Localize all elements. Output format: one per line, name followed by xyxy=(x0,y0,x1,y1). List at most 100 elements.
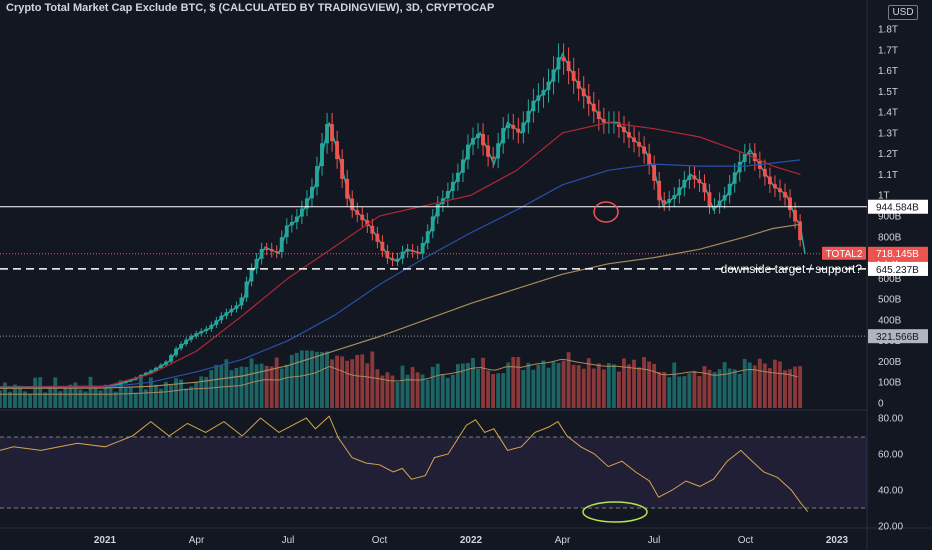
candle-body xyxy=(561,57,566,62)
volume-bar xyxy=(471,357,475,408)
price-tick-label: 1.2T xyxy=(878,149,898,160)
currency-button[interactable]: USD xyxy=(888,5,918,20)
volume-bar xyxy=(113,391,118,408)
rsi-tick-label: 60.00 xyxy=(878,450,903,461)
candle-body xyxy=(304,198,309,209)
volume-bar xyxy=(143,389,148,408)
volume-bar xyxy=(239,366,244,408)
volume-bar xyxy=(702,366,707,408)
volume-bar xyxy=(3,382,7,408)
time-axis[interactable]: Oct2021AprJulOct2022AprJulOct2023 xyxy=(0,535,849,546)
volume-ma-line xyxy=(0,358,798,395)
volume-bar xyxy=(737,373,742,408)
volume-bar xyxy=(516,357,521,408)
price-tick-label: 100B xyxy=(878,378,902,389)
volume-bar xyxy=(445,377,450,408)
candle-body xyxy=(385,250,390,259)
volume-bar xyxy=(209,370,214,408)
volume-bar xyxy=(652,363,657,408)
volume-bar xyxy=(511,356,516,408)
candle-body xyxy=(204,328,209,332)
volume-bar xyxy=(133,392,138,408)
candle-body xyxy=(526,111,531,123)
volume-bar xyxy=(88,376,93,408)
volume-bar xyxy=(596,363,601,408)
volume-bar xyxy=(788,369,792,408)
price-label-bg xyxy=(868,199,928,214)
candle-body xyxy=(239,297,244,306)
time-tick-label: 2022 xyxy=(460,535,483,546)
time-tick-label: Apr xyxy=(555,535,571,546)
candle-body xyxy=(279,237,284,253)
volume-bar xyxy=(667,377,672,408)
volume-bar xyxy=(38,377,43,408)
volume-bar xyxy=(284,364,289,408)
candle-body xyxy=(234,305,239,309)
candle-body xyxy=(335,141,339,160)
volume-bar xyxy=(415,372,420,408)
moving-averages xyxy=(0,121,801,389)
volume-bar xyxy=(521,369,526,408)
candle-body xyxy=(677,187,682,196)
volume-bar xyxy=(194,382,199,408)
volume-bar xyxy=(390,375,395,408)
candle-body xyxy=(164,361,168,365)
volume-bar xyxy=(325,351,329,408)
candle-body xyxy=(717,200,722,206)
volume-bar xyxy=(174,378,178,408)
candle-body xyxy=(264,248,269,250)
volume-bar xyxy=(249,358,254,408)
volume-bar xyxy=(561,360,566,408)
volume-bar xyxy=(546,367,551,408)
volume-bar xyxy=(259,363,264,408)
price-label: 645.237B xyxy=(876,265,919,276)
candle-body xyxy=(798,221,802,241)
candle-body xyxy=(325,124,329,144)
volume-bar xyxy=(727,368,732,408)
candle-body xyxy=(627,132,631,138)
volume-bar xyxy=(53,377,58,408)
volume-bar xyxy=(425,379,430,408)
volume-bar xyxy=(712,372,717,408)
price-highlight-circle xyxy=(593,201,619,223)
candle-body xyxy=(415,251,420,254)
rsi-axis[interactable]: 80.00 60.00 40.00 20.00 xyxy=(878,414,903,533)
price-label-bg xyxy=(868,329,928,344)
volume-bar xyxy=(98,390,103,408)
volume-bar xyxy=(244,366,249,408)
candle-body xyxy=(702,183,707,193)
candle-body xyxy=(425,231,430,244)
candle-body xyxy=(541,90,546,96)
volume-bar xyxy=(370,351,375,408)
rsi-line xyxy=(0,415,809,512)
volume-bar xyxy=(647,361,652,408)
volume-bar xyxy=(254,364,259,408)
candle-body xyxy=(747,153,752,155)
candle-body xyxy=(788,197,792,211)
candle-body xyxy=(793,210,797,222)
candle-body xyxy=(159,364,163,368)
candle-body xyxy=(727,183,732,196)
candle-body xyxy=(571,71,576,81)
candle-body xyxy=(616,122,621,127)
volume-bar xyxy=(682,376,687,408)
volume-bar xyxy=(632,359,636,408)
candle-body xyxy=(380,241,385,251)
horizontal-levels xyxy=(0,206,867,337)
volume-bar xyxy=(395,382,400,408)
volume-bar xyxy=(541,360,546,408)
volume-bar xyxy=(0,390,2,408)
volume-bar xyxy=(586,358,591,408)
candle-body xyxy=(667,199,672,203)
volume-bar xyxy=(551,361,556,408)
candle-body xyxy=(591,103,596,112)
volume-bar xyxy=(536,364,541,408)
candle-body xyxy=(471,138,475,145)
volume-bar xyxy=(204,376,209,408)
candle-body xyxy=(481,133,485,146)
candle-body xyxy=(566,61,571,72)
candle-body xyxy=(199,331,204,334)
candle-body xyxy=(682,179,687,188)
price-label: 944.584B xyxy=(876,203,919,214)
